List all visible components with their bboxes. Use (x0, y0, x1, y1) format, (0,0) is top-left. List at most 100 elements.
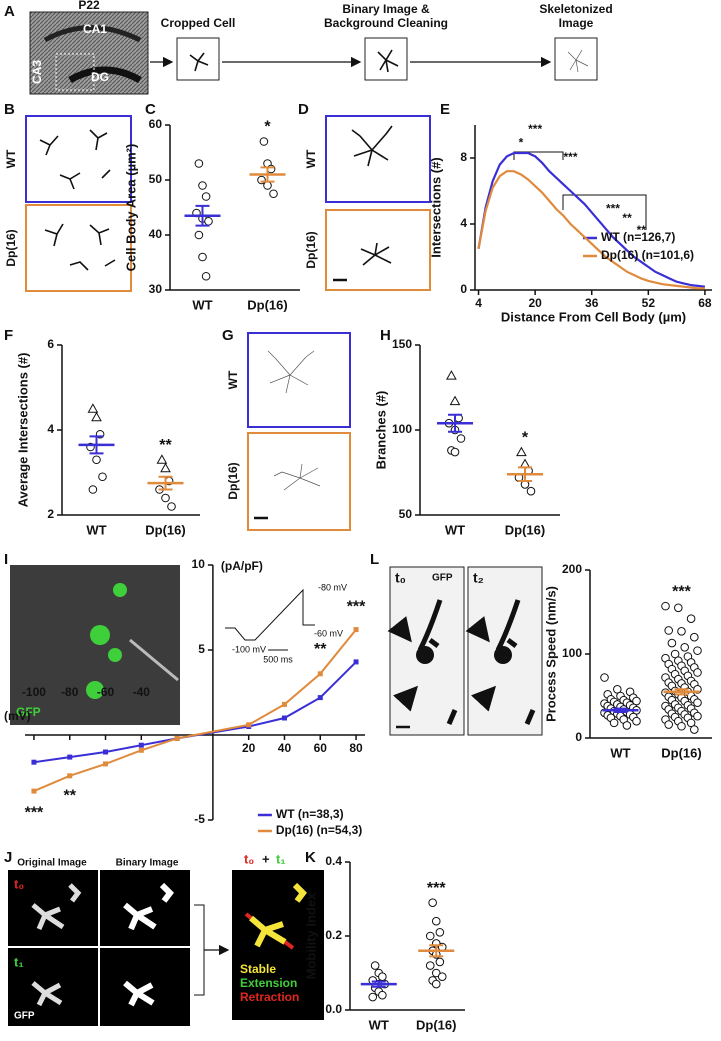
data-point (88, 485, 98, 494)
data-point (370, 961, 380, 970)
panel-letter: K (305, 849, 316, 866)
y-tick-label: 0.0 (325, 1002, 342, 1016)
y-tick-label: 4 (47, 422, 54, 436)
cell-shape (567, 49, 589, 73)
data-point (686, 614, 696, 624)
x-tick-label: 80 (349, 741, 363, 755)
panel-letter: D (298, 101, 309, 118)
cell-shape (113, 583, 127, 597)
x-tick-label: Dp(16) (416, 1017, 456, 1032)
significance: *** (427, 880, 446, 897)
significance: ** (64, 787, 77, 804)
step-label: Binary Image & (342, 2, 430, 16)
data-point (613, 684, 622, 694)
data-point (680, 642, 690, 652)
protocol-label: -80 mV (318, 582, 347, 592)
panel-letter: L (370, 551, 379, 568)
dp16-image (247, 432, 351, 531)
y-axis-label: Branches (#) (373, 391, 388, 470)
column-header: Original Image (17, 858, 87, 869)
data-point (378, 990, 387, 1000)
data-point (670, 649, 680, 659)
cell-shape (39, 129, 116, 271)
data-point (103, 761, 109, 767)
data-point (353, 659, 359, 665)
cell-shape (417, 599, 458, 725)
binary-t0 (100, 870, 190, 946)
panel-letter: B (4, 101, 15, 118)
sem-bar (448, 413, 462, 433)
data-point (446, 370, 457, 380)
wt-image (325, 115, 431, 203)
column-header: Binary Image (116, 858, 179, 869)
y-tick-label: 30 (149, 282, 163, 296)
x-tick-label: WT (610, 745, 630, 760)
data-point (431, 916, 441, 926)
data-point (609, 718, 619, 728)
gfp-image (10, 565, 180, 725)
data-point (138, 747, 144, 753)
step-label: P22 (78, 0, 100, 12)
panel-letter: C (145, 101, 156, 118)
data-point (31, 788, 37, 794)
significance: *** (25, 804, 44, 821)
sem-bar (613, 707, 628, 713)
overlay-image (232, 870, 324, 1020)
data-point (281, 701, 287, 707)
y-axis-label: Mobility Index (303, 892, 318, 979)
cell-shape (267, 350, 315, 394)
cell-shape (494, 646, 512, 664)
y-tick-label: 200 (562, 562, 582, 576)
data-point (368, 992, 378, 1002)
data-point (92, 455, 101, 465)
ca1-layer (43, 25, 142, 43)
yellow-arrow (387, 616, 412, 643)
data-point (160, 462, 171, 473)
data-point (281, 715, 287, 721)
cell-shape (360, 242, 392, 266)
data-point (31, 759, 37, 765)
x-tick-label: 36 (585, 296, 599, 310)
x-tick-label: WT (445, 522, 465, 537)
protocol-label: -60 mV (314, 628, 343, 638)
data-point (263, 181, 272, 190)
significance-bracket (513, 151, 647, 230)
panel-letter: E (440, 101, 450, 118)
panel-letter: A (4, 3, 15, 20)
x-tick-label: 60 (314, 741, 328, 755)
stain-label: GFP (14, 1011, 35, 1022)
y-tick-label: 100 (392, 422, 412, 436)
panel-letter: I (4, 551, 8, 568)
protocol-label: 500 ms (263, 654, 293, 664)
significance: ** (622, 211, 632, 225)
step-label: Cropped Cell (161, 16, 236, 30)
data-point (257, 175, 266, 185)
overlay-title: + (262, 851, 270, 866)
x-tick-label: 20 (242, 741, 256, 755)
data-point (161, 493, 170, 503)
data-point (437, 972, 447, 982)
data-point (600, 673, 609, 682)
legend-label: WT (n=126,7) (601, 230, 675, 244)
x-tick-label: -40 (133, 685, 151, 699)
x-tick-label: -60 (97, 685, 115, 699)
cell-shape (90, 625, 110, 645)
group-label: WT (226, 370, 240, 389)
step-label: Background Cleaning (324, 16, 448, 30)
data-point (317, 671, 323, 677)
data-point (317, 695, 323, 701)
cropped-image (176, 37, 220, 81)
time-label: t₁ (14, 954, 24, 969)
data-point (674, 603, 683, 613)
x-tick-label: Dp(16) (505, 522, 545, 537)
data-point (661, 601, 670, 611)
data-point (428, 898, 437, 908)
group-label: WT (304, 149, 318, 168)
y-tick-label: 8 (460, 150, 467, 164)
dg-layer (68, 66, 142, 84)
data-point (425, 931, 435, 941)
data-point (664, 626, 674, 635)
x-axis-label: (mV) (4, 709, 31, 723)
data-point (174, 735, 180, 741)
x-tick-label: WT (192, 297, 212, 312)
